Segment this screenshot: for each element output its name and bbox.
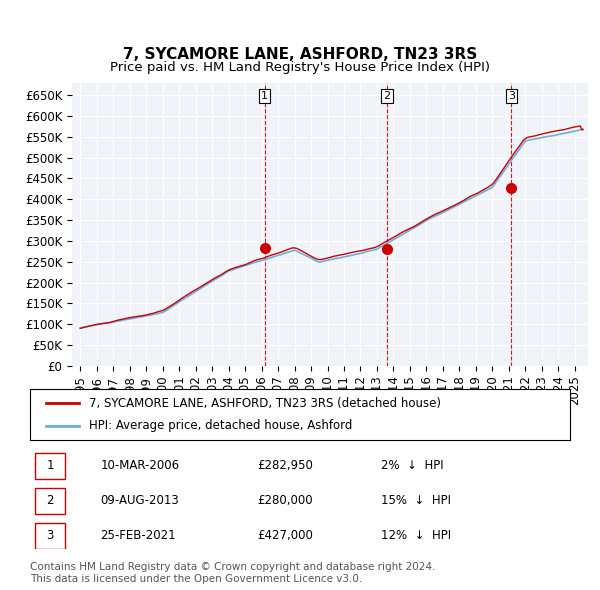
Text: £427,000: £427,000 bbox=[257, 529, 313, 542]
Text: 12%  ↓  HPI: 12% ↓ HPI bbox=[381, 529, 451, 542]
Text: 7, SYCAMORE LANE, ASHFORD, TN23 3RS: 7, SYCAMORE LANE, ASHFORD, TN23 3RS bbox=[123, 47, 477, 62]
Text: 15%  ↓  HPI: 15% ↓ HPI bbox=[381, 494, 451, 507]
FancyBboxPatch shape bbox=[35, 488, 65, 514]
Text: 2: 2 bbox=[46, 494, 54, 507]
Text: 1: 1 bbox=[261, 91, 268, 101]
Text: Contains HM Land Registry data © Crown copyright and database right 2024.
This d: Contains HM Land Registry data © Crown c… bbox=[30, 562, 436, 584]
Text: 3: 3 bbox=[46, 529, 53, 542]
Text: 10-MAR-2006: 10-MAR-2006 bbox=[100, 460, 179, 473]
Text: 25-FEB-2021: 25-FEB-2021 bbox=[100, 529, 176, 542]
FancyBboxPatch shape bbox=[35, 523, 65, 549]
Text: Price paid vs. HM Land Registry's House Price Index (HPI): Price paid vs. HM Land Registry's House … bbox=[110, 61, 490, 74]
Text: £280,000: £280,000 bbox=[257, 494, 313, 507]
Text: 7, SYCAMORE LANE, ASHFORD, TN23 3RS (detached house): 7, SYCAMORE LANE, ASHFORD, TN23 3RS (det… bbox=[89, 397, 442, 410]
Text: £282,950: £282,950 bbox=[257, 460, 313, 473]
Text: HPI: Average price, detached house, Ashford: HPI: Average price, detached house, Ashf… bbox=[89, 419, 353, 432]
Text: 2: 2 bbox=[383, 91, 391, 101]
Text: 1: 1 bbox=[46, 460, 54, 473]
Text: 3: 3 bbox=[508, 91, 515, 101]
FancyBboxPatch shape bbox=[35, 453, 65, 478]
Text: 2%  ↓  HPI: 2% ↓ HPI bbox=[381, 460, 443, 473]
Text: 09-AUG-2013: 09-AUG-2013 bbox=[100, 494, 179, 507]
